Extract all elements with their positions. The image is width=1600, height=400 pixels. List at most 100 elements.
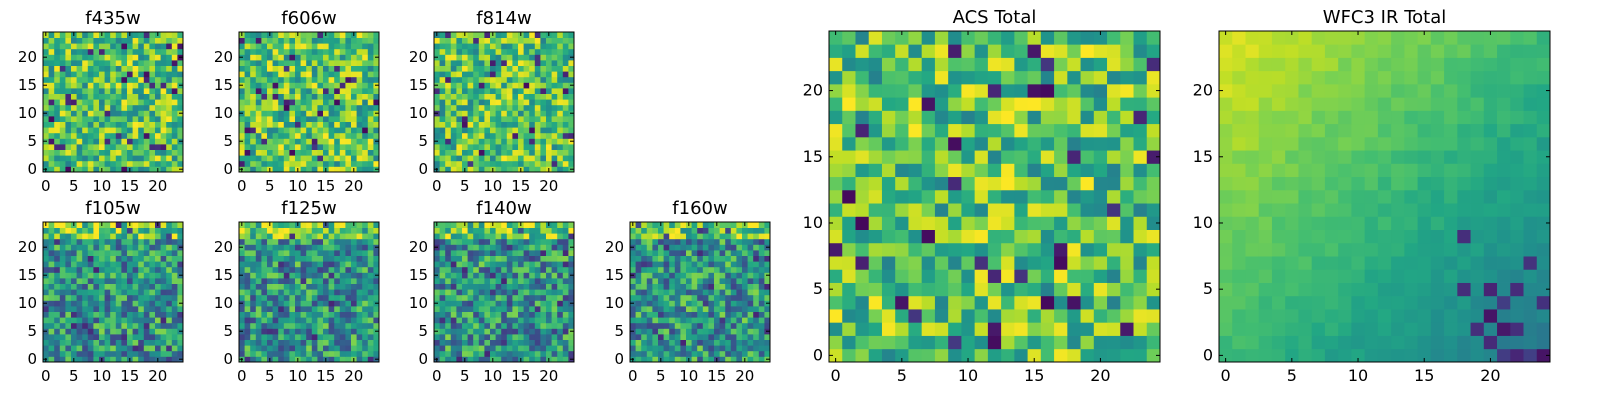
heatmap-cell	[1054, 189, 1068, 204]
heatmap-cell	[686, 294, 692, 301]
heatmap-cell	[300, 32, 307, 38]
heatmap-cell	[484, 328, 491, 335]
heatmap-cell	[450, 43, 457, 50]
heatmap-cell	[171, 238, 178, 245]
heatmap-cell	[534, 149, 541, 156]
heatmap-cell	[534, 121, 541, 128]
heatmap-cell	[540, 255, 547, 262]
heatmap-cell	[562, 43, 569, 50]
heatmap-cell	[143, 238, 150, 245]
heatmap-cell	[652, 255, 659, 262]
heatmap-cell	[557, 283, 564, 290]
heatmap-cell	[54, 328, 61, 335]
heatmap-cell	[1014, 189, 1028, 204]
heatmap-cell	[166, 99, 173, 106]
heatmap-cell	[523, 233, 530, 240]
heatmap-cell	[652, 266, 659, 273]
heatmap-cell	[691, 311, 698, 318]
heatmap-cell	[127, 121, 133, 128]
heatmap-cell	[48, 306, 55, 312]
heatmap-cell	[829, 335, 843, 350]
heatmap-cell	[149, 266, 156, 273]
heatmap-cell	[250, 65, 257, 72]
heatmap-cell	[334, 71, 341, 78]
heatmap-cells	[630, 222, 771, 363]
heatmap-cell	[557, 278, 564, 284]
heatmap-cell	[895, 269, 909, 283]
heatmap-cell	[456, 272, 463, 279]
heatmap-cell	[523, 48, 530, 55]
heatmap-cell	[674, 350, 681, 357]
heatmap-cell	[250, 289, 257, 296]
heatmap-cell	[99, 283, 105, 290]
heatmap-cell	[663, 311, 670, 318]
heatmap-cell	[658, 261, 664, 268]
heatmap-cell	[54, 311, 61, 318]
heatmap-cell	[702, 306, 709, 312]
heatmap-cell	[132, 116, 139, 122]
heatmap-cell	[356, 289, 363, 296]
heatmap-cell	[300, 278, 307, 284]
heatmap-cell	[669, 334, 676, 340]
heatmap-cell	[881, 256, 896, 270]
heatmap-cell	[166, 160, 173, 167]
heatmap-cell	[674, 222, 681, 228]
heatmap-cell	[702, 317, 709, 324]
heatmap-cell	[306, 244, 313, 251]
heatmap-cell	[121, 104, 128, 111]
heatmap-cell	[110, 233, 117, 240]
heatmap-cell	[450, 160, 457, 167]
heatmap-cell	[272, 32, 279, 38]
heatmap-cell	[76, 244, 83, 251]
heatmap-cell	[742, 255, 748, 262]
heatmap-cell	[132, 32, 139, 38]
heatmap-cell	[149, 294, 156, 301]
y-tick-label: 20	[214, 48, 233, 66]
heatmap-cell	[462, 144, 468, 150]
heatmap-cell	[462, 116, 468, 122]
heatmap-cell	[529, 311, 536, 318]
y-tick-label: 15	[18, 76, 37, 94]
heatmap-cell	[323, 99, 329, 106]
heatmap-cell	[540, 334, 547, 340]
heatmap-cell	[478, 311, 485, 318]
heatmap-cell	[546, 334, 552, 340]
heatmap-cell	[317, 328, 324, 335]
heatmap-cell	[283, 350, 290, 357]
heatmap-cell	[546, 266, 552, 273]
heatmap-cell	[71, 160, 77, 167]
heatmap-cell	[339, 138, 346, 145]
heatmap-cell	[462, 82, 468, 89]
heatmap-cell	[551, 339, 558, 346]
heatmap-cell	[1001, 269, 1015, 283]
heatmap-cell	[160, 93, 167, 100]
heatmap-cell	[121, 311, 128, 318]
heatmap-cell	[708, 311, 715, 318]
heatmap-cell	[686, 244, 692, 251]
heatmap-cell	[1014, 229, 1028, 244]
heatmap-cell	[630, 283, 636, 290]
heatmap-cell	[143, 350, 150, 357]
heatmap-cell	[345, 222, 352, 228]
heatmap-cell	[551, 60, 558, 66]
heatmap-cell	[110, 261, 117, 268]
heatmap-cell	[551, 306, 558, 312]
heatmap-cell	[43, 149, 49, 156]
heatmap-cell	[456, 317, 463, 324]
heatmap-cell	[557, 37, 564, 44]
heatmap-cell	[71, 250, 77, 256]
heatmap-cell	[551, 155, 558, 162]
heatmap-cell	[719, 266, 726, 273]
heatmap-cell	[557, 149, 564, 156]
x-tick-label: 20	[344, 177, 363, 195]
heatmap-cells	[43, 32, 184, 173]
heatmap-cell	[1093, 282, 1108, 297]
heatmap-cell	[961, 348, 976, 363]
heatmap-cell	[456, 166, 463, 173]
heatmap-cell	[484, 255, 491, 262]
heatmap-cell	[267, 132, 273, 139]
heatmap-cell	[478, 266, 485, 273]
heatmap-cell	[518, 294, 524, 301]
heatmap-cell	[87, 82, 94, 89]
plot-frame	[433, 221, 575, 363]
